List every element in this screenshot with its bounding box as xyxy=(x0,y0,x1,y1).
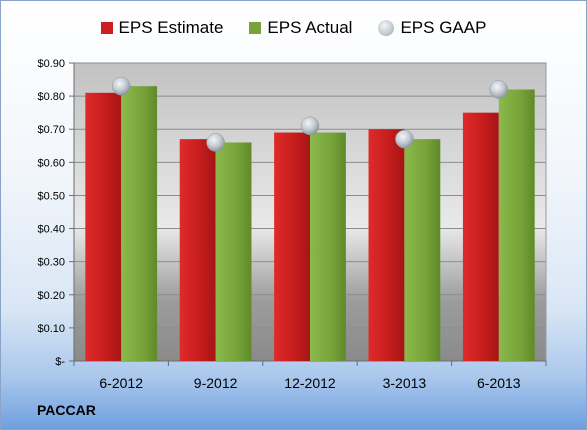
x-category-label: 9-2012 xyxy=(194,375,238,391)
bar-eps-estimate xyxy=(85,92,122,362)
bar-eps-actual xyxy=(121,86,158,361)
y-tick-label: $0.40 xyxy=(37,224,65,236)
legend-swatch-actual xyxy=(249,22,262,34)
dot-eps-gaap xyxy=(395,129,414,149)
bar-eps-actual xyxy=(498,89,535,361)
bar-eps-actual xyxy=(310,132,346,361)
y-tick-label: $0.80 xyxy=(37,91,65,103)
x-category-label: 6-2012 xyxy=(99,375,143,391)
bar-eps-estimate xyxy=(274,132,310,361)
bar-eps-actual xyxy=(404,139,441,361)
dot-eps-gaap xyxy=(206,133,225,152)
y-tick-label: $- xyxy=(55,356,65,368)
legend-label-actual: EPS Actual xyxy=(267,18,353,37)
x-category-label: 12-2012 xyxy=(284,375,336,391)
legend-item-actual: EPS Actual xyxy=(249,15,352,41)
y-tick-label: $0.50 xyxy=(37,190,65,202)
dot-eps-gaap xyxy=(300,116,320,136)
y-tick-label: $0.70 xyxy=(37,124,65,136)
dot-eps-gaap xyxy=(489,80,509,99)
legend-label-gaap: EPS GAAP xyxy=(400,18,487,37)
legend-swatch-estimate xyxy=(100,22,113,34)
legend-swatch-gaap xyxy=(378,20,395,36)
company-label: PACCAR xyxy=(37,402,96,418)
bar-eps-actual xyxy=(215,142,252,361)
dot-eps-gaap xyxy=(111,76,131,96)
legend: EPS Estimate EPS Actual EPS GAAP xyxy=(1,15,586,41)
y-tick-label: $0.20 xyxy=(37,290,65,302)
y-tick-label: $0.30 xyxy=(37,257,65,269)
x-category-label: 3-2013 xyxy=(383,375,427,391)
y-tick-label: $0.60 xyxy=(37,157,65,169)
x-category-label: 6-2013 xyxy=(477,375,521,391)
legend-item-estimate: EPS Estimate xyxy=(100,15,224,41)
bar-eps-estimate xyxy=(368,129,405,361)
bar-eps-estimate xyxy=(462,112,499,362)
y-tick-label: $0.90 xyxy=(37,58,65,70)
legend-label-estimate: EPS Estimate xyxy=(118,18,224,37)
bar-eps-estimate xyxy=(179,139,216,361)
y-tick-label: $0.10 xyxy=(37,323,65,335)
legend-item-gaap: EPS GAAP xyxy=(378,15,486,41)
